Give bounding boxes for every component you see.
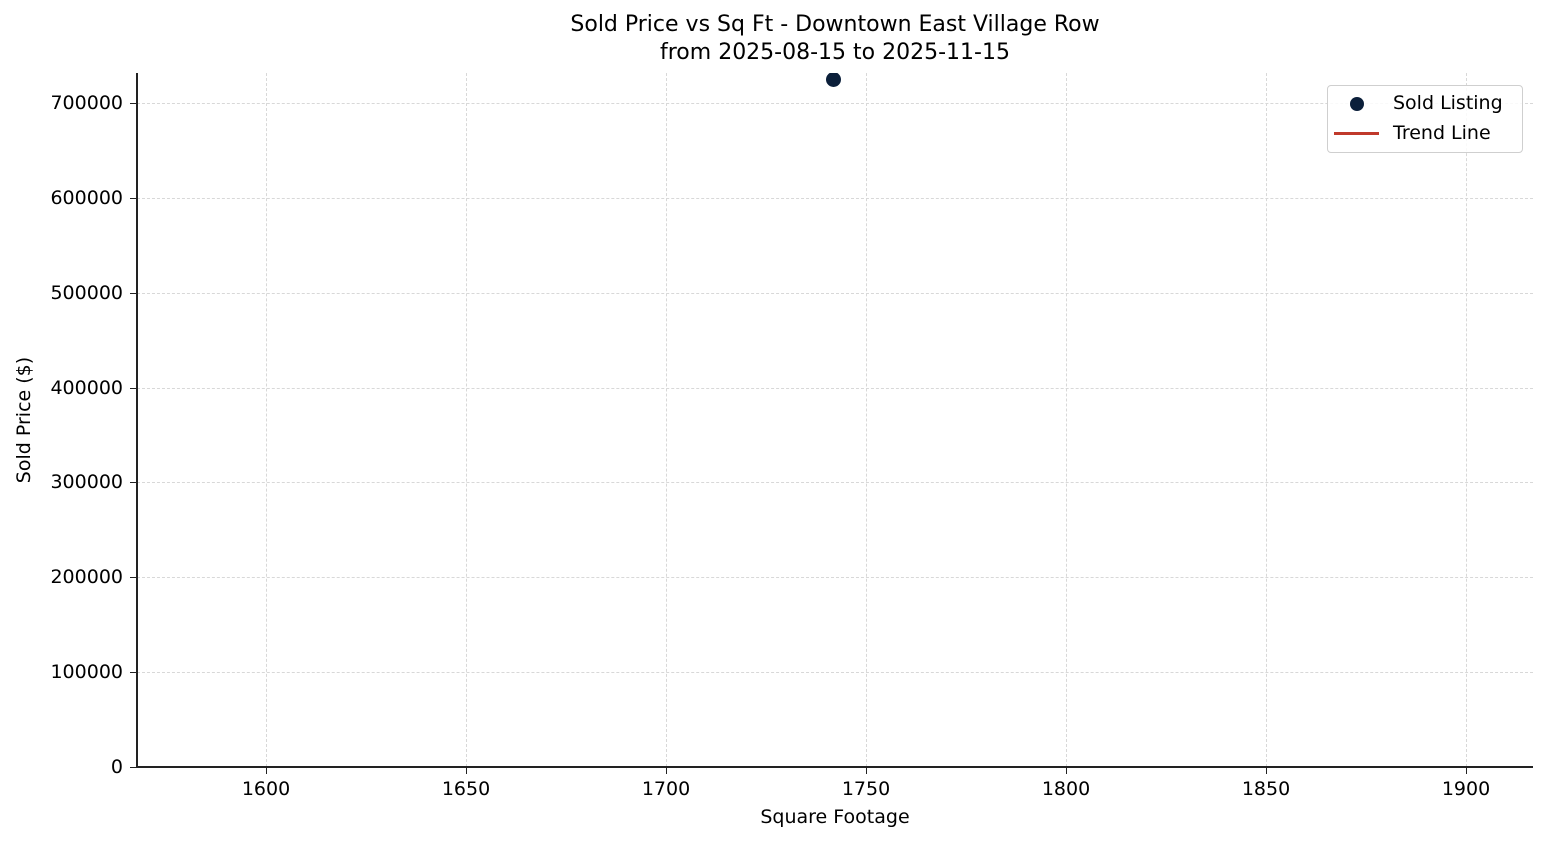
y-tick-label: 600000 (50, 187, 123, 209)
data-point (826, 73, 842, 87)
legend-item-trend-line: Trend Line (1328, 118, 1522, 148)
y-tick-mark (130, 577, 137, 578)
x-tick-mark (1266, 767, 1267, 774)
x-tick-label: 1850 (1241, 778, 1291, 800)
x-axis-label: Square Footage (760, 806, 910, 828)
x-tick-label: 1700 (641, 778, 691, 800)
x-tick-label: 1750 (841, 778, 891, 800)
y-tick-label: 100000 (50, 661, 123, 683)
grid-line-horizontal (137, 672, 1533, 673)
x-tick-mark (466, 767, 467, 774)
y-axis-label: Sold Price ($) (13, 356, 35, 484)
y-tick-label: 0 (110, 756, 123, 778)
grid-line-vertical (1266, 73, 1267, 767)
x-tick-mark (666, 767, 667, 774)
grid-line-horizontal (137, 388, 1533, 389)
y-axis-line (136, 73, 138, 768)
y-tick-label: 700000 (50, 92, 123, 114)
y-tick-mark (130, 388, 137, 389)
grid-line-horizontal (137, 103, 1533, 104)
y-tick-mark (130, 293, 137, 294)
legend: Sold Listing Trend Line (1327, 85, 1523, 153)
circle-marker-icon (1350, 97, 1364, 111)
chart-subtitle: from 2025-08-15 to 2025-11-15 (660, 40, 1010, 65)
legend-label: Trend Line (1393, 122, 1491, 144)
y-tick-label: 500000 (50, 282, 123, 304)
chart-title: Sold Price vs Sq Ft - Downtown East Vill… (570, 12, 1100, 37)
x-tick-mark (266, 767, 267, 774)
grid-line-vertical (1466, 73, 1467, 767)
grid-line-vertical (1066, 73, 1067, 767)
x-tick-label: 1800 (1041, 778, 1091, 800)
x-tick-label: 1900 (1441, 778, 1491, 800)
x-tick-mark (1066, 767, 1067, 774)
legend-item-sold-listing: Sold Listing (1328, 88, 1522, 118)
y-tick-mark (130, 482, 137, 483)
y-tick-mark (130, 672, 137, 673)
line-marker-icon (1334, 132, 1379, 135)
y-tick-label: 300000 (50, 471, 123, 493)
x-tick-mark (866, 767, 867, 774)
y-tick-mark (130, 103, 137, 104)
grid-line-vertical (666, 73, 667, 767)
grid-line-horizontal (137, 577, 1533, 578)
legend-label: Sold Listing (1393, 92, 1503, 114)
y-tick-mark (130, 767, 137, 768)
x-tick-label: 1600 (241, 778, 291, 800)
x-tick-mark (1466, 767, 1467, 774)
grid-line-horizontal (137, 293, 1533, 294)
x-tick-label: 1650 (441, 778, 491, 800)
y-tick-label: 400000 (50, 377, 123, 399)
grid-line-horizontal (137, 198, 1533, 199)
y-tick-mark (130, 198, 137, 199)
plot-area (137, 73, 1533, 767)
grid-line-vertical (866, 73, 867, 767)
grid-line-vertical (266, 73, 267, 767)
grid-line-horizontal (137, 482, 1533, 483)
y-tick-label: 200000 (50, 566, 123, 588)
x-axis-line (136, 766, 1533, 768)
grid-line-vertical (466, 73, 467, 767)
